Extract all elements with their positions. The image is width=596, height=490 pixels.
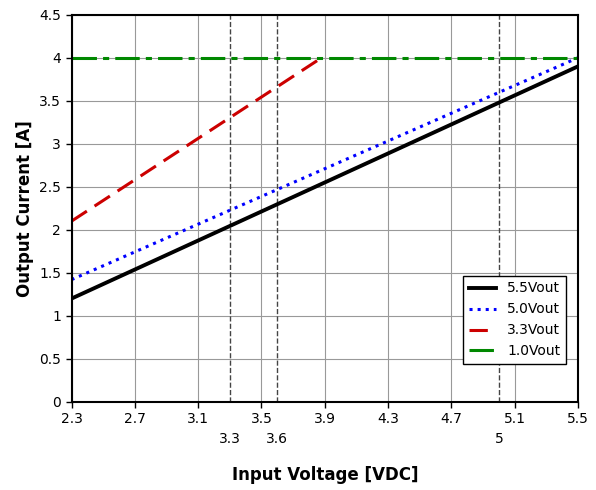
Text: 3.3: 3.3 <box>219 432 241 446</box>
3.3Vout <box>68 218 75 224</box>
Legend: 5.5Vout, 5.0Vout, 3.3Vout, 1.0Vout: 5.5Vout, 5.0Vout, 3.3Vout, 1.0Vout <box>463 276 566 364</box>
Text: Input Voltage [VDC]: Input Voltage [VDC] <box>232 466 418 484</box>
3.3Vout <box>318 55 325 61</box>
Text: 5: 5 <box>495 432 504 446</box>
Y-axis label: Output Current [A]: Output Current [A] <box>15 120 33 296</box>
Text: 3.6: 3.6 <box>266 432 288 446</box>
Line: 3.3Vout: 3.3Vout <box>72 58 322 221</box>
